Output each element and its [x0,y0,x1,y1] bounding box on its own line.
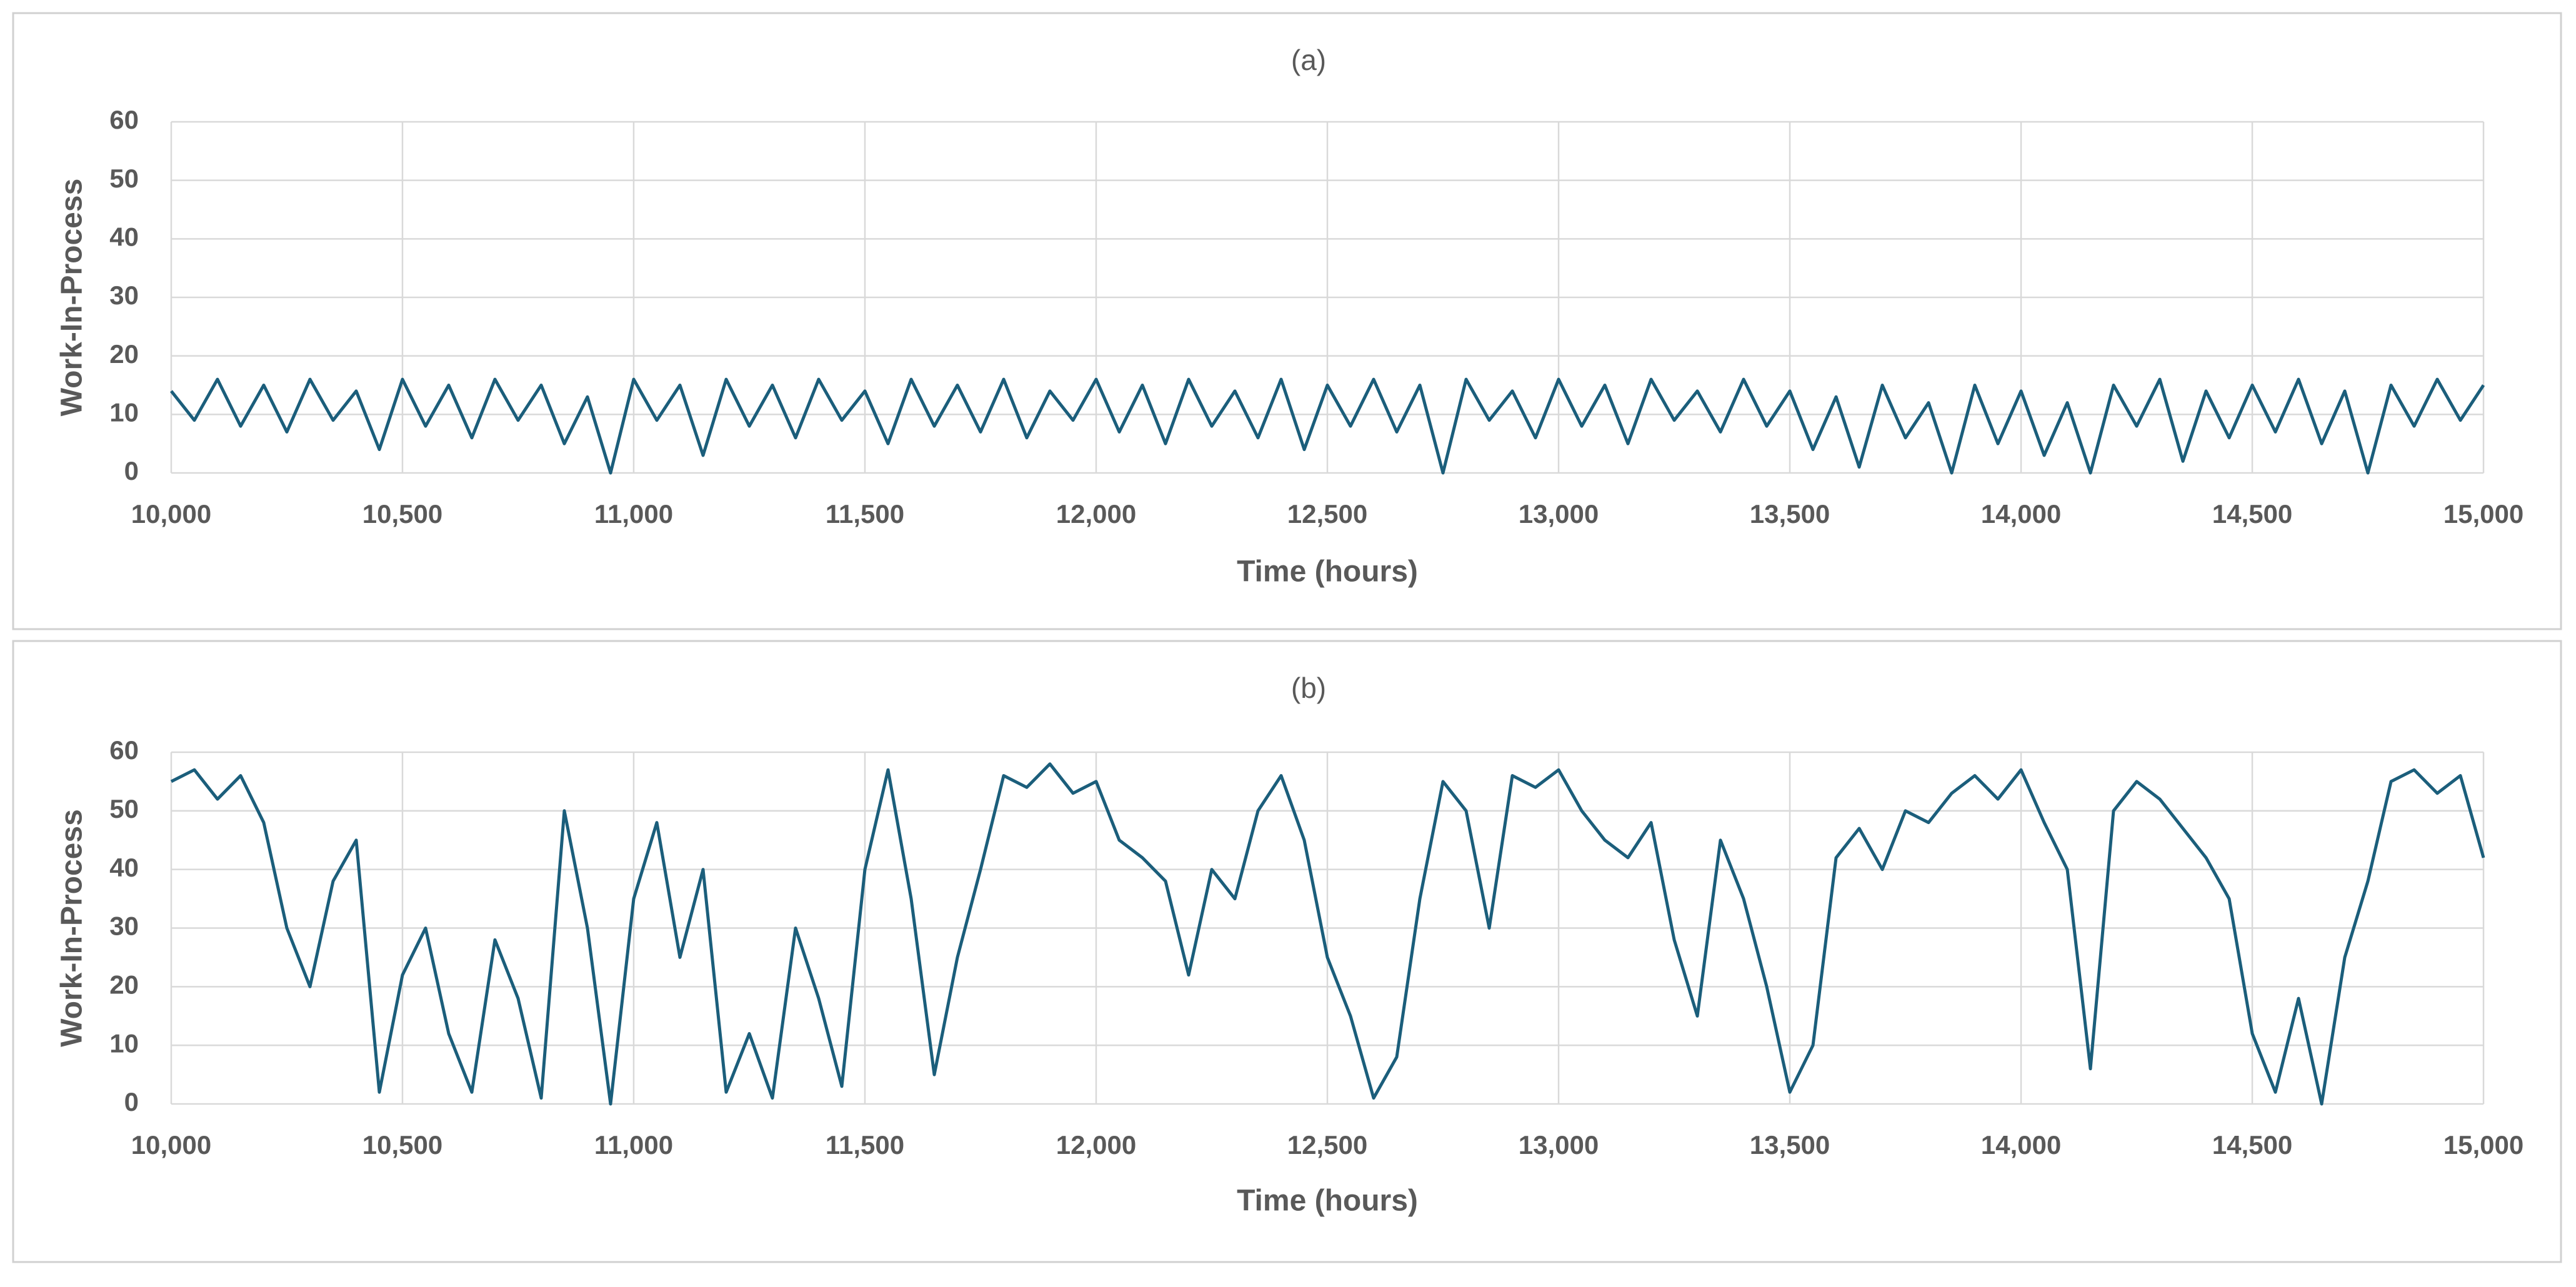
x-tick-label: 13,500 [1750,1130,1830,1160]
y-tick-label: 20 [109,970,139,999]
x-tick-label: 11,000 [594,499,673,529]
y-tick-label: 10 [109,1028,139,1058]
y-tick-label: 30 [109,912,139,941]
data-line [170,762,2485,1106]
x-tick-label: 10,000 [131,499,211,529]
y-tick-label: 60 [109,105,139,134]
x-tick-label: 12,500 [1287,1130,1367,1160]
y-tick-label: 0 [124,1087,139,1116]
x-tick-label: 14,000 [1981,499,2061,529]
y-tick-label: 60 [109,735,139,765]
x-tick-label: 14,000 [1981,1130,2061,1160]
y-tick-label: 30 [109,281,139,310]
y-tick-label: 40 [109,853,139,882]
x-tick-label: 10,500 [362,499,442,529]
data-line [170,377,2485,475]
y-tick-label: 10 [109,397,139,427]
x-tick-label: 12,500 [1287,499,1367,529]
x-tick-label: 14,500 [2212,1130,2292,1160]
chart-title: (a) [1291,44,1326,76]
y-tick-label: 50 [109,164,139,193]
y-tick-label: 20 [109,339,139,369]
x-tick-label: 11,500 [826,1130,904,1160]
y-tick-label: 50 [109,794,139,823]
x-tick-label: 11,000 [594,1130,673,1160]
x-tick-label: 10,000 [131,1130,211,1160]
panel [12,12,2562,630]
x-tick-label: 11,500 [826,499,904,529]
panel [12,640,2562,1263]
x-tick-label: 13,500 [1750,499,1830,529]
x-tick-label: 10,500 [362,1130,442,1160]
chart-title: (b) [1291,672,1326,704]
y-axis-title: Work-In-Process [56,809,89,1047]
y-tick-label: 40 [109,222,139,251]
x-tick-label: 13,000 [1519,499,1599,529]
x-tick-label: 15,000 [2444,499,2524,529]
y-axis-title: Work-In-Process [56,179,89,417]
x-tick-label: 12,000 [1056,499,1136,529]
y-tick-label: 0 [124,456,139,485]
x-tick-label: 13,000 [1519,1130,1599,1160]
x-tick-label: 12,000 [1056,1130,1136,1160]
x-axis-title: Time (hours) [1237,1185,1418,1218]
x-tick-label: 15,000 [2444,1130,2524,1160]
x-axis-title: Time (hours) [1237,555,1418,589]
x-tick-label: 14,500 [2212,499,2292,529]
